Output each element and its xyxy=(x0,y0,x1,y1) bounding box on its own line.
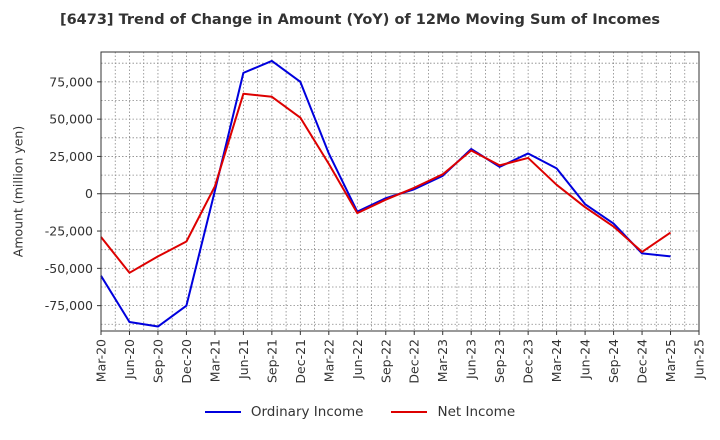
x-tick-label: Mar-25 xyxy=(663,339,678,382)
y-tick-label: 50,000 xyxy=(49,112,93,127)
x-tick-label: Jun-23 xyxy=(464,339,479,380)
plot-frame xyxy=(100,51,700,332)
legend-item-ordinary-income: Ordinary Income xyxy=(204,404,364,420)
x-tick-label: Mar-21 xyxy=(207,339,222,382)
y-axis-ticks: 75,000 50,000 25,000 0 -25,000 -50,000 -75,000 xyxy=(45,74,101,313)
y-tick-label: 0 xyxy=(85,186,93,201)
x-tick-label: Jun-21 xyxy=(236,339,251,380)
legend-swatch-net-income xyxy=(391,411,428,413)
x-tick-label: Sep-20 xyxy=(150,339,165,383)
y-tick-label: -75,000 xyxy=(45,298,93,313)
legend-label-ordinary-income: Ordinary Income xyxy=(250,404,364,420)
x-tick-label: Jun-22 xyxy=(350,339,365,380)
x-tick-label: Dec-22 xyxy=(407,339,422,384)
x-tick-label: Mar-22 xyxy=(321,339,336,382)
x-tick-label: Jun-24 xyxy=(578,339,593,380)
legend-swatch-ordinary-income xyxy=(204,411,241,413)
chart-title: [6473] Trend of Change in Amount (YoY) o… xyxy=(59,12,661,28)
y-axis-label: Amount (million yen) xyxy=(11,126,26,257)
x-axis-ticks: Mar-20 Jun-20 Sep-20 Dec-20 Mar-21 Jun-21 Sep-… xyxy=(94,331,707,384)
x-tick-label: Sep-22 xyxy=(378,339,393,383)
x-tick-label: Mar-23 xyxy=(435,339,450,382)
grid xyxy=(101,52,699,331)
y-tick-label: -50,000 xyxy=(45,261,93,276)
x-tick-label: Jun-25 xyxy=(692,339,707,380)
y-tick-label: 25,000 xyxy=(49,149,93,164)
x-tick-label: Sep-21 xyxy=(264,339,279,383)
series-line-ordinary-income xyxy=(100,59,671,328)
legend-item-net-income: Net Income xyxy=(391,404,515,420)
x-tick-label: Mar-24 xyxy=(549,339,564,382)
x-tick-label: Mar-20 xyxy=(94,339,109,382)
x-tick-label: Sep-23 xyxy=(492,339,507,383)
x-tick-label: Jun-20 xyxy=(122,339,137,380)
x-tick-label: Dec-24 xyxy=(635,339,650,384)
legend-label-net-income: Net Income xyxy=(437,404,516,420)
x-tick-label: Dec-23 xyxy=(521,339,536,384)
y-tick-label: -25,000 xyxy=(45,224,93,239)
series-line-net-income xyxy=(100,92,672,274)
x-tick-label: Sep-24 xyxy=(606,339,621,383)
x-tick-label: Dec-21 xyxy=(293,339,308,384)
x-tick-label: Dec-20 xyxy=(179,339,194,384)
series-lines xyxy=(100,59,672,328)
y-tick-label: 75,000 xyxy=(49,74,93,89)
legend: Ordinary Income Net Income xyxy=(0,404,720,420)
